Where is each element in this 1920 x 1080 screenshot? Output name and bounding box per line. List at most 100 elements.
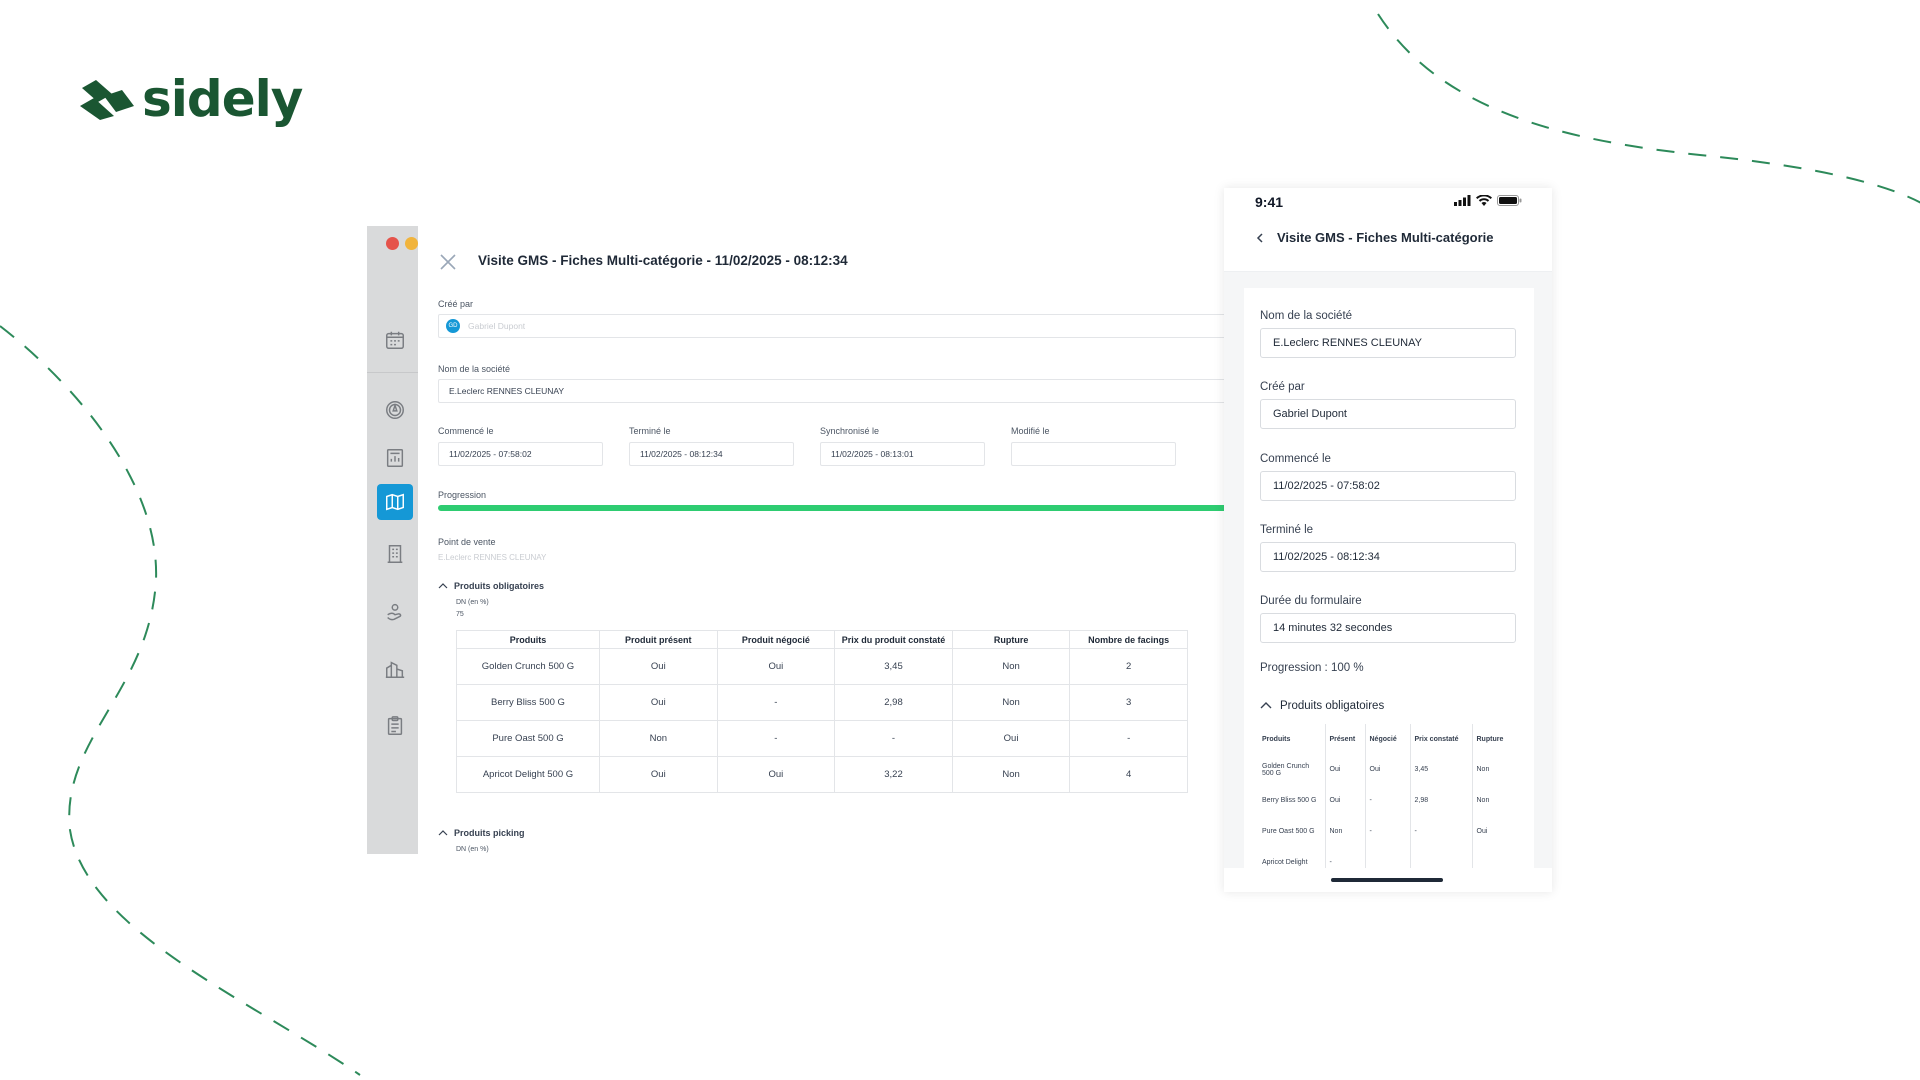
duration-value: 14 minutes 32 secondes	[1273, 622, 1393, 634]
table-cell: Oui	[1325, 785, 1366, 816]
phone-body: Nom de la société E.Leclerc RENNES CLEUN…	[1224, 272, 1552, 868]
table-cell: Oui	[599, 684, 718, 721]
battery-icon	[1497, 195, 1522, 206]
modified-field[interactable]	[1011, 442, 1176, 466]
table-cell: Berry Bliss 500 G	[1258, 785, 1326, 816]
created-by-label: Créé par	[438, 299, 474, 309]
table-cell: Non	[1476, 766, 1490, 773]
products-table: Produits Présent Négocié Prix constaté R…	[1258, 724, 1516, 868]
table-cell: Pure Oast 500 G	[456, 720, 600, 757]
table-header: Rupture	[1476, 735, 1504, 743]
company-field[interactable]: E.Leclerc RENNES CLEUNAY	[1260, 328, 1516, 358]
sidely-logo: sidely	[78, 74, 303, 124]
company-value: E.Leclerc RENNES CLEUNAY	[449, 386, 565, 396]
table-cell: 3	[1069, 684, 1188, 721]
table-cell: 3,22	[834, 756, 953, 793]
table-cell: 3,45	[1410, 754, 1473, 785]
table-cell: Oui	[1476, 828, 1488, 835]
form-title: Visite GMS - Fiches Multi-catégorie - 11…	[478, 253, 848, 268]
desktop-window: Visite GMS - Fiches Multi-catégorie - 11…	[367, 226, 1224, 854]
table-cell: -	[716, 684, 836, 721]
table-cell: Non	[951, 756, 1071, 793]
finished-field[interactable]: 11/02/2025 - 08:12:34	[629, 442, 794, 466]
created-by-field[interactable]: GD Gabriel Dupont	[438, 314, 1224, 338]
chevron-up-icon	[1260, 702, 1272, 709]
sidebar	[367, 226, 418, 854]
window-minimize-dot[interactable]	[405, 237, 418, 250]
section-mandatory-title: Produits obligatoires	[1280, 700, 1385, 712]
sidebar-divider	[367, 372, 418, 373]
started-label: Commencé le	[438, 426, 494, 436]
table-cell	[1365, 847, 1411, 868]
table-cell: -	[1069, 720, 1188, 757]
wifi-icon	[1476, 195, 1492, 206]
table-cell: Non	[951, 684, 1071, 721]
table-header: Produits	[1258, 724, 1326, 754]
table-cell: Oui	[716, 648, 836, 685]
status-time: 9:41	[1255, 194, 1284, 210]
started-value: 11/02/2025 - 07:58:02	[449, 449, 532, 459]
home-indicator[interactable]	[1331, 878, 1443, 882]
company-field[interactable]: E.Leclerc RENNES CLEUNAY	[438, 379, 1224, 403]
table-header: Nombre de facings	[1069, 630, 1188, 649]
table-cell: -	[1365, 785, 1411, 816]
section-picking-title: Produits picking	[454, 828, 525, 838]
signal-icon	[1454, 195, 1471, 206]
table-cell: -	[1410, 816, 1473, 847]
table-header: Prix constaté	[1410, 724, 1473, 754]
table-cell: 2,98	[834, 684, 953, 721]
company-label: Nom de la société	[1260, 310, 1353, 322]
table-cell: Berry Bliss 500 G	[456, 684, 600, 721]
synced-field[interactable]: 11/02/2025 - 08:13:01	[820, 442, 985, 466]
calendar-icon[interactable]	[377, 322, 413, 358]
progress-bar	[438, 505, 1224, 511]
section-mandatory-toggle[interactable]: Produits obligatoires	[1260, 700, 1384, 712]
table-cell: 4	[1069, 756, 1188, 793]
table-row: Berry Bliss 500 G Oui - 2,98 Non	[1258, 785, 1516, 816]
table-cell: 2,98	[1410, 785, 1473, 816]
finished-field[interactable]: 11/02/2025 - 08:12:34	[1260, 542, 1516, 572]
created-by-label: Créé par	[1260, 381, 1305, 393]
phone-title: Visite GMS - Fiches Multi-catégorie	[1277, 230, 1494, 245]
report-icon[interactable]	[377, 440, 413, 476]
progress-text: Progression : 100 %	[1260, 662, 1364, 674]
city-icon[interactable]	[377, 651, 413, 687]
table-row: Apricot Delight 500 G Oui Oui 3,22 Non 4	[456, 756, 1188, 793]
section-mandatory-title: Produits obligatoires	[454, 581, 545, 591]
started-field[interactable]: 11/02/2025 - 07:58:02	[1260, 471, 1516, 501]
section-picking-toggle[interactable]: Produits picking	[438, 828, 525, 838]
phone-screen: 9:41 Visite GMS - Fiches Multi-catégorie…	[1224, 188, 1552, 892]
table-cell: -	[1325, 847, 1366, 868]
chevron-up-icon	[438, 583, 448, 589]
building-icon[interactable]	[377, 536, 413, 572]
phone-form-card: Nom de la société E.Leclerc RENNES CLEUN…	[1244, 288, 1534, 868]
table-cell: Non	[951, 648, 1071, 685]
table-row: Golden Crunch 500 G Oui Oui 3,45 Non	[1258, 754, 1516, 785]
duration-field[interactable]: 14 minutes 32 secondes	[1260, 613, 1516, 643]
compass-icon[interactable]	[377, 392, 413, 428]
close-icon[interactable]	[438, 252, 458, 272]
section-mandatory-toggle[interactable]: Produits obligatoires	[438, 581, 544, 591]
table-row: Pure Oast 500 G Non - - Oui -	[456, 720, 1188, 757]
finished-value: 11/02/2025 - 08:12:34	[1273, 551, 1380, 563]
table-header: Négocié	[1365, 724, 1411, 754]
started-field[interactable]: 11/02/2025 - 07:58:02	[438, 442, 603, 466]
dn-label-picking: DN (en %)	[456, 846, 489, 853]
table-row: Apricot Delight -	[1258, 847, 1516, 868]
window-close-dot[interactable]	[386, 237, 399, 250]
table-cell: Oui	[599, 756, 718, 793]
table-cell	[1410, 847, 1473, 868]
clipboard-icon[interactable]	[377, 708, 413, 744]
dn-label: DN (en %)	[456, 599, 489, 606]
table-cell: 3,45	[834, 648, 953, 685]
form-panel: Visite GMS - Fiches Multi-catégorie - 11…	[418, 226, 1224, 854]
created-by-field[interactable]: Gabriel Dupont	[1260, 399, 1516, 429]
sidely-logo-icon	[80, 80, 134, 120]
progress-fill	[438, 505, 1224, 511]
back-icon[interactable]	[1254, 232, 1266, 244]
map-icon[interactable]	[377, 484, 413, 520]
table-row: Berry Bliss 500 G Oui - 2,98 Non 3	[456, 684, 1188, 721]
table-cell: Non	[1476, 797, 1490, 804]
hand-coins-icon[interactable]	[377, 594, 413, 630]
